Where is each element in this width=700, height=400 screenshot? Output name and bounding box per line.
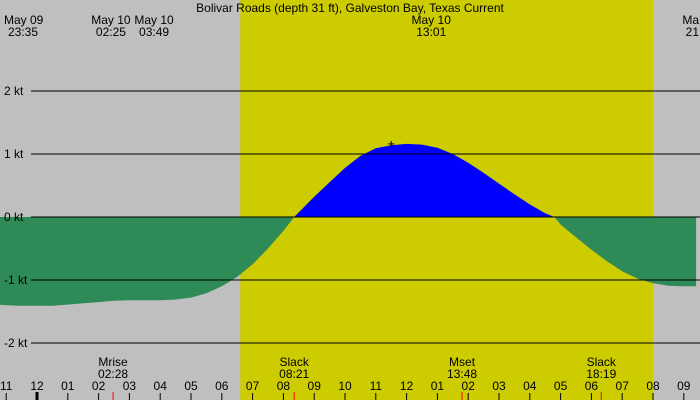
x-tick-label: 10 [338, 379, 352, 393]
x-tick-label: 02 [462, 379, 476, 393]
ebb-area [0, 217, 697, 306]
event-label-name: Slack [587, 355, 617, 369]
event-label-time: 02:28 [98, 367, 128, 381]
y-tick-label: 1 kt [4, 147, 24, 161]
y-tick-label: -1 kt [4, 273, 28, 287]
x-axis-ticks: 11 12 01 02 03 04 05 06 07 08 09 10 11 12 01 02 03 04 05 06… [0, 379, 691, 400]
top-label-date: Ma [682, 13, 699, 27]
top-label-date: May 10 [91, 13, 131, 27]
x-tick-label: 11 [370, 379, 383, 393]
event-label-name: Mset [449, 355, 476, 369]
x-tick-label: 04 [523, 379, 537, 393]
x-tick-label: 07 [616, 379, 630, 393]
x-tick-label: 01 [431, 379, 445, 393]
top-label-time: 13:01 [416, 25, 446, 39]
x-tick-label: 12 [30, 379, 44, 393]
top-label-time: 02:25 [96, 25, 126, 39]
event-label-name: Mrise [98, 355, 128, 369]
x-tick-label: 01 [61, 379, 75, 393]
flood-area [0, 143, 697, 217]
x-tick-label: 09 [308, 379, 322, 393]
y-tick-label: 2 kt [4, 84, 24, 98]
top-label-time: 03:49 [139, 25, 169, 39]
x-tick-label: 06 [215, 379, 229, 393]
x-tick-label: 11 [0, 379, 13, 393]
event-label-time: 13:48 [447, 367, 477, 381]
x-tick-label: 08 [277, 379, 291, 393]
x-tick-label: 06 [585, 379, 599, 393]
event-label-name: Slack [280, 355, 310, 369]
top-label-date: May 09 [4, 13, 44, 27]
x-tick-label: 12 [400, 379, 414, 393]
y-tick-label: 0 kt [4, 210, 24, 224]
x-tick-label: 04 [154, 379, 168, 393]
event-label-time: 08:21 [279, 367, 309, 381]
x-tick-label: 02 [92, 379, 106, 393]
x-tick-label: 05 [554, 379, 568, 393]
x-tick-label: 07 [246, 379, 260, 393]
x-tick-label: 09 [677, 379, 691, 393]
marker-layer [388, 140, 395, 147]
event-label-time: 18:19 [586, 367, 616, 381]
x-tick-label: 03 [123, 379, 137, 393]
top-label-date: May 10 [134, 13, 174, 27]
x-tick-label: 08 [646, 379, 660, 393]
chart-title: Bolivar Roads (depth 31 ft), Galveston B… [196, 1, 504, 15]
x-tick-label: 05 [184, 379, 198, 393]
grid-layer: 2 kt 1 kt 0 kt -1 kt -2 kt [4, 84, 700, 350]
y-tick-label: -2 kt [4, 336, 28, 350]
current-curve-layer [0, 143, 697, 306]
top-label-date: May 10 [412, 13, 452, 27]
top-label-time: 23:35 [8, 25, 38, 39]
x-tick-label: 03 [492, 379, 506, 393]
top-label-time: 21 [686, 25, 700, 39]
